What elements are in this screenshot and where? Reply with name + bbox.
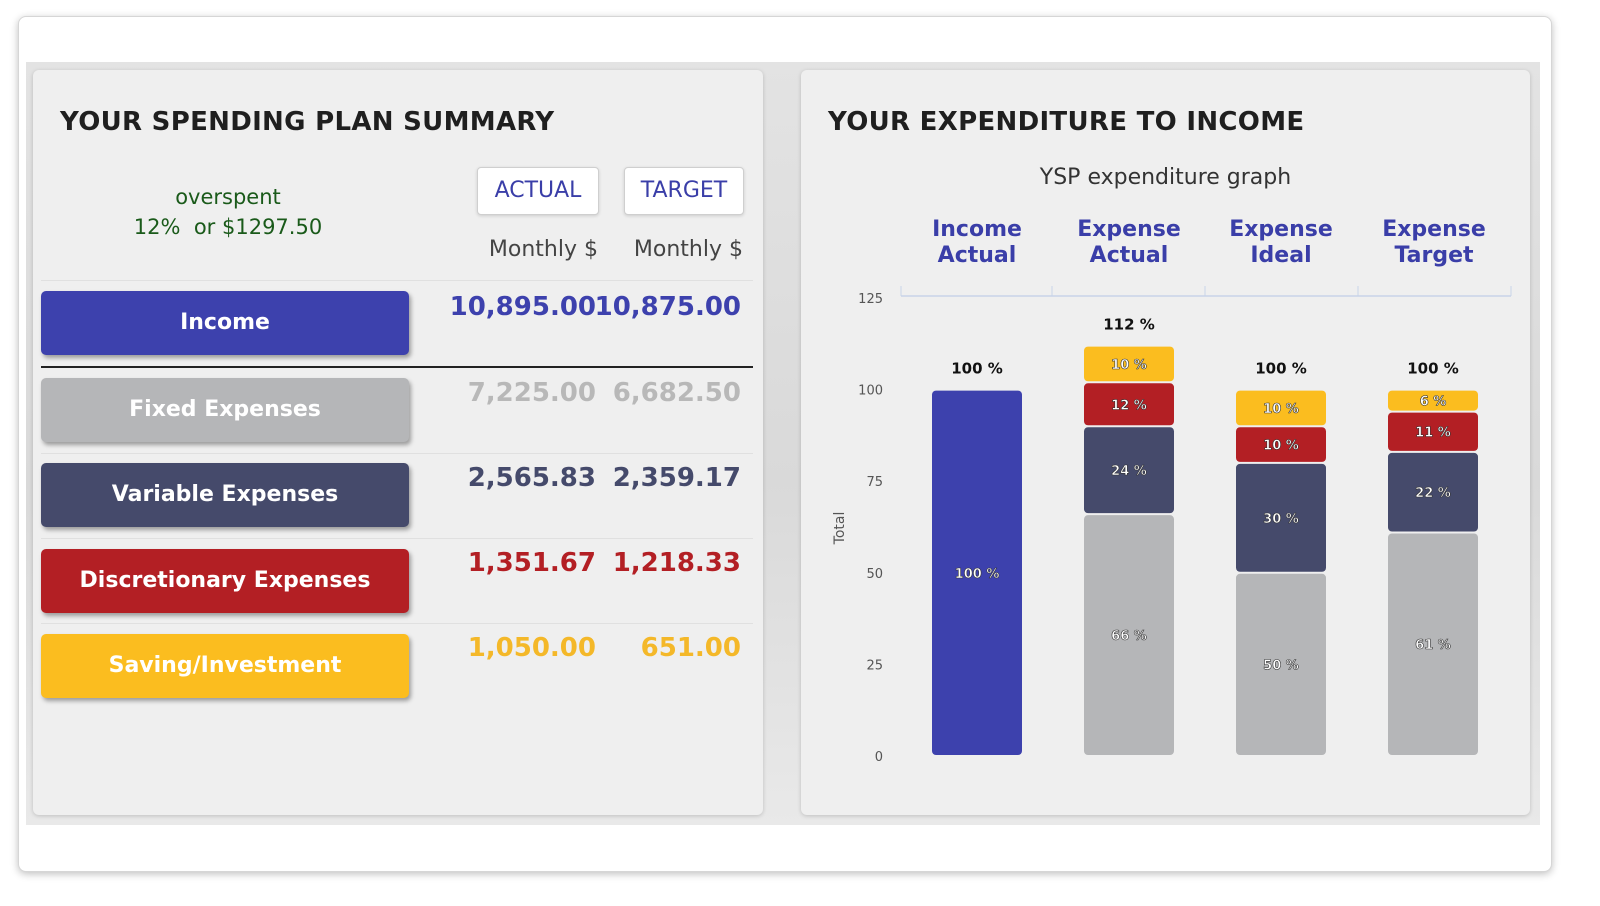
row-divider xyxy=(41,538,753,539)
income-target-value: 10,875.00 xyxy=(594,292,741,322)
bar-segment xyxy=(1236,463,1326,572)
y-tick-label: 50 xyxy=(866,567,883,582)
fixed-expenses-target-value: 6,682.50 xyxy=(612,378,741,408)
discretionary-expenses-actual-value: 1,351.67 xyxy=(467,548,596,578)
category-label-line: Expense xyxy=(1382,217,1486,242)
bar-segment xyxy=(1084,383,1174,426)
bar-segment-label: 10 % xyxy=(1263,439,1299,454)
row-divider xyxy=(41,453,753,454)
y-tick-label: 125 xyxy=(858,292,883,307)
target-button[interactable]: TARGET xyxy=(624,167,744,215)
bar-segment xyxy=(1084,346,1174,382)
status-line-2: 12% or $1297.50 xyxy=(133,215,323,239)
bar-total-label: 112 % xyxy=(1103,316,1155,334)
bar-segment-label: 10 % xyxy=(1263,402,1299,417)
y-tick-label: 25 xyxy=(866,658,883,673)
income-divider xyxy=(41,366,753,368)
y-tick-label: 100 xyxy=(858,384,883,399)
bar-segment-label: 50 % xyxy=(1263,658,1299,673)
category-label-income-actual: Income Actual xyxy=(907,217,1047,269)
income-button[interactable]: Income xyxy=(41,291,409,355)
row-divider xyxy=(41,623,753,624)
saving-investment-target-value: 651.00 xyxy=(640,633,741,663)
bar-segment xyxy=(1236,390,1326,426)
bar-segment xyxy=(1236,427,1326,462)
bar-segment-label: 66 % xyxy=(1111,629,1147,644)
spending-plan-summary-panel: YOUR SPENDING PLAN SUMMARY overspent 12%… xyxy=(33,70,763,815)
saving-investment-actual-value: 1,050.00 xyxy=(467,633,596,663)
discretionary-expenses-target-value: 1,218.33 xyxy=(612,548,741,578)
saving-investment-button[interactable]: Saving/Investment xyxy=(41,634,409,698)
fixed-expenses-button[interactable]: Fixed Expenses xyxy=(41,378,409,442)
bar-segment-label: 22 % xyxy=(1415,486,1451,501)
bar-segment xyxy=(932,390,1022,755)
bar-segment xyxy=(1388,412,1478,451)
variable-expenses-actual-value: 2,565.83 xyxy=(467,463,596,493)
discretionary-expenses-button[interactable]: Discretionary Expenses xyxy=(41,549,409,613)
y-tick-label: 0 xyxy=(875,750,883,765)
summary-title: YOUR SPENDING PLAN SUMMARY xyxy=(60,107,555,137)
bar-segment-label: 24 % xyxy=(1111,464,1147,479)
actual-column-label: Monthly $ xyxy=(488,237,598,262)
y-tick-label: 75 xyxy=(866,475,883,490)
bar-segment xyxy=(1084,515,1174,755)
header-divider xyxy=(41,280,753,281)
category-label-expense-target: Expense Target xyxy=(1364,217,1504,269)
overspent-status: overspent 12% or $1297.50 xyxy=(113,182,343,242)
bar-segment xyxy=(1388,390,1478,411)
bar-segment-label: 11 % xyxy=(1415,426,1451,441)
actual-button[interactable]: ACTUAL xyxy=(477,167,599,215)
bar-total-label: 100 % xyxy=(951,360,1003,378)
variable-expenses-button[interactable]: Variable Expenses xyxy=(41,463,409,527)
category-label-line: Expense xyxy=(1229,217,1333,242)
target-column-label: Monthly $ xyxy=(633,237,743,262)
bar-segment-label: 61 % xyxy=(1415,638,1451,653)
category-label-line: Ideal xyxy=(1250,243,1312,268)
bar-segment xyxy=(1236,573,1326,755)
category-label-line: Actual xyxy=(1089,243,1169,268)
bar-segment-label: 12 % xyxy=(1111,398,1147,413)
expenditure-to-income-panel: YOUR EXPENDITURE TO INCOME YSP expenditu… xyxy=(801,70,1530,815)
variable-expenses-target-value: 2,359.17 xyxy=(612,463,741,493)
category-label-line: Income xyxy=(932,217,1022,242)
fixed-expenses-actual-value: 7,225.00 xyxy=(467,378,596,408)
expenditure-chart: 0 25 50 75 100 125 Total 100 % 100 % 66 % 24 % 12 %… xyxy=(832,286,1512,765)
chart-title: YSP expenditure graph xyxy=(1039,165,1292,190)
y-axis-label: Total xyxy=(832,512,848,546)
bar-total-label: 100 % xyxy=(1407,360,1459,378)
bar-segment xyxy=(1388,452,1478,532)
status-line-1: overspent xyxy=(175,185,281,209)
bar-segment-label: 30 % xyxy=(1263,512,1299,527)
category-label-expense-ideal: Expense Ideal xyxy=(1211,217,1351,269)
income-actual-value: 10,895.00 xyxy=(449,292,596,322)
bar-segment xyxy=(1388,533,1478,755)
category-label-expense-actual: Expense Actual xyxy=(1059,217,1199,269)
bar-segment-label: 10 % xyxy=(1111,358,1147,373)
bar-total-label: 100 % xyxy=(1255,360,1307,378)
category-label-line: Target xyxy=(1394,243,1474,268)
category-label-line: Expense xyxy=(1077,217,1181,242)
bar-segment-label: 6 % xyxy=(1420,395,1447,410)
bar-segment-label: 100 % xyxy=(955,567,1000,582)
expenditure-title: YOUR EXPENDITURE TO INCOME xyxy=(828,107,1305,137)
category-label-line: Actual xyxy=(937,243,1017,268)
bar-segment xyxy=(1084,427,1174,514)
